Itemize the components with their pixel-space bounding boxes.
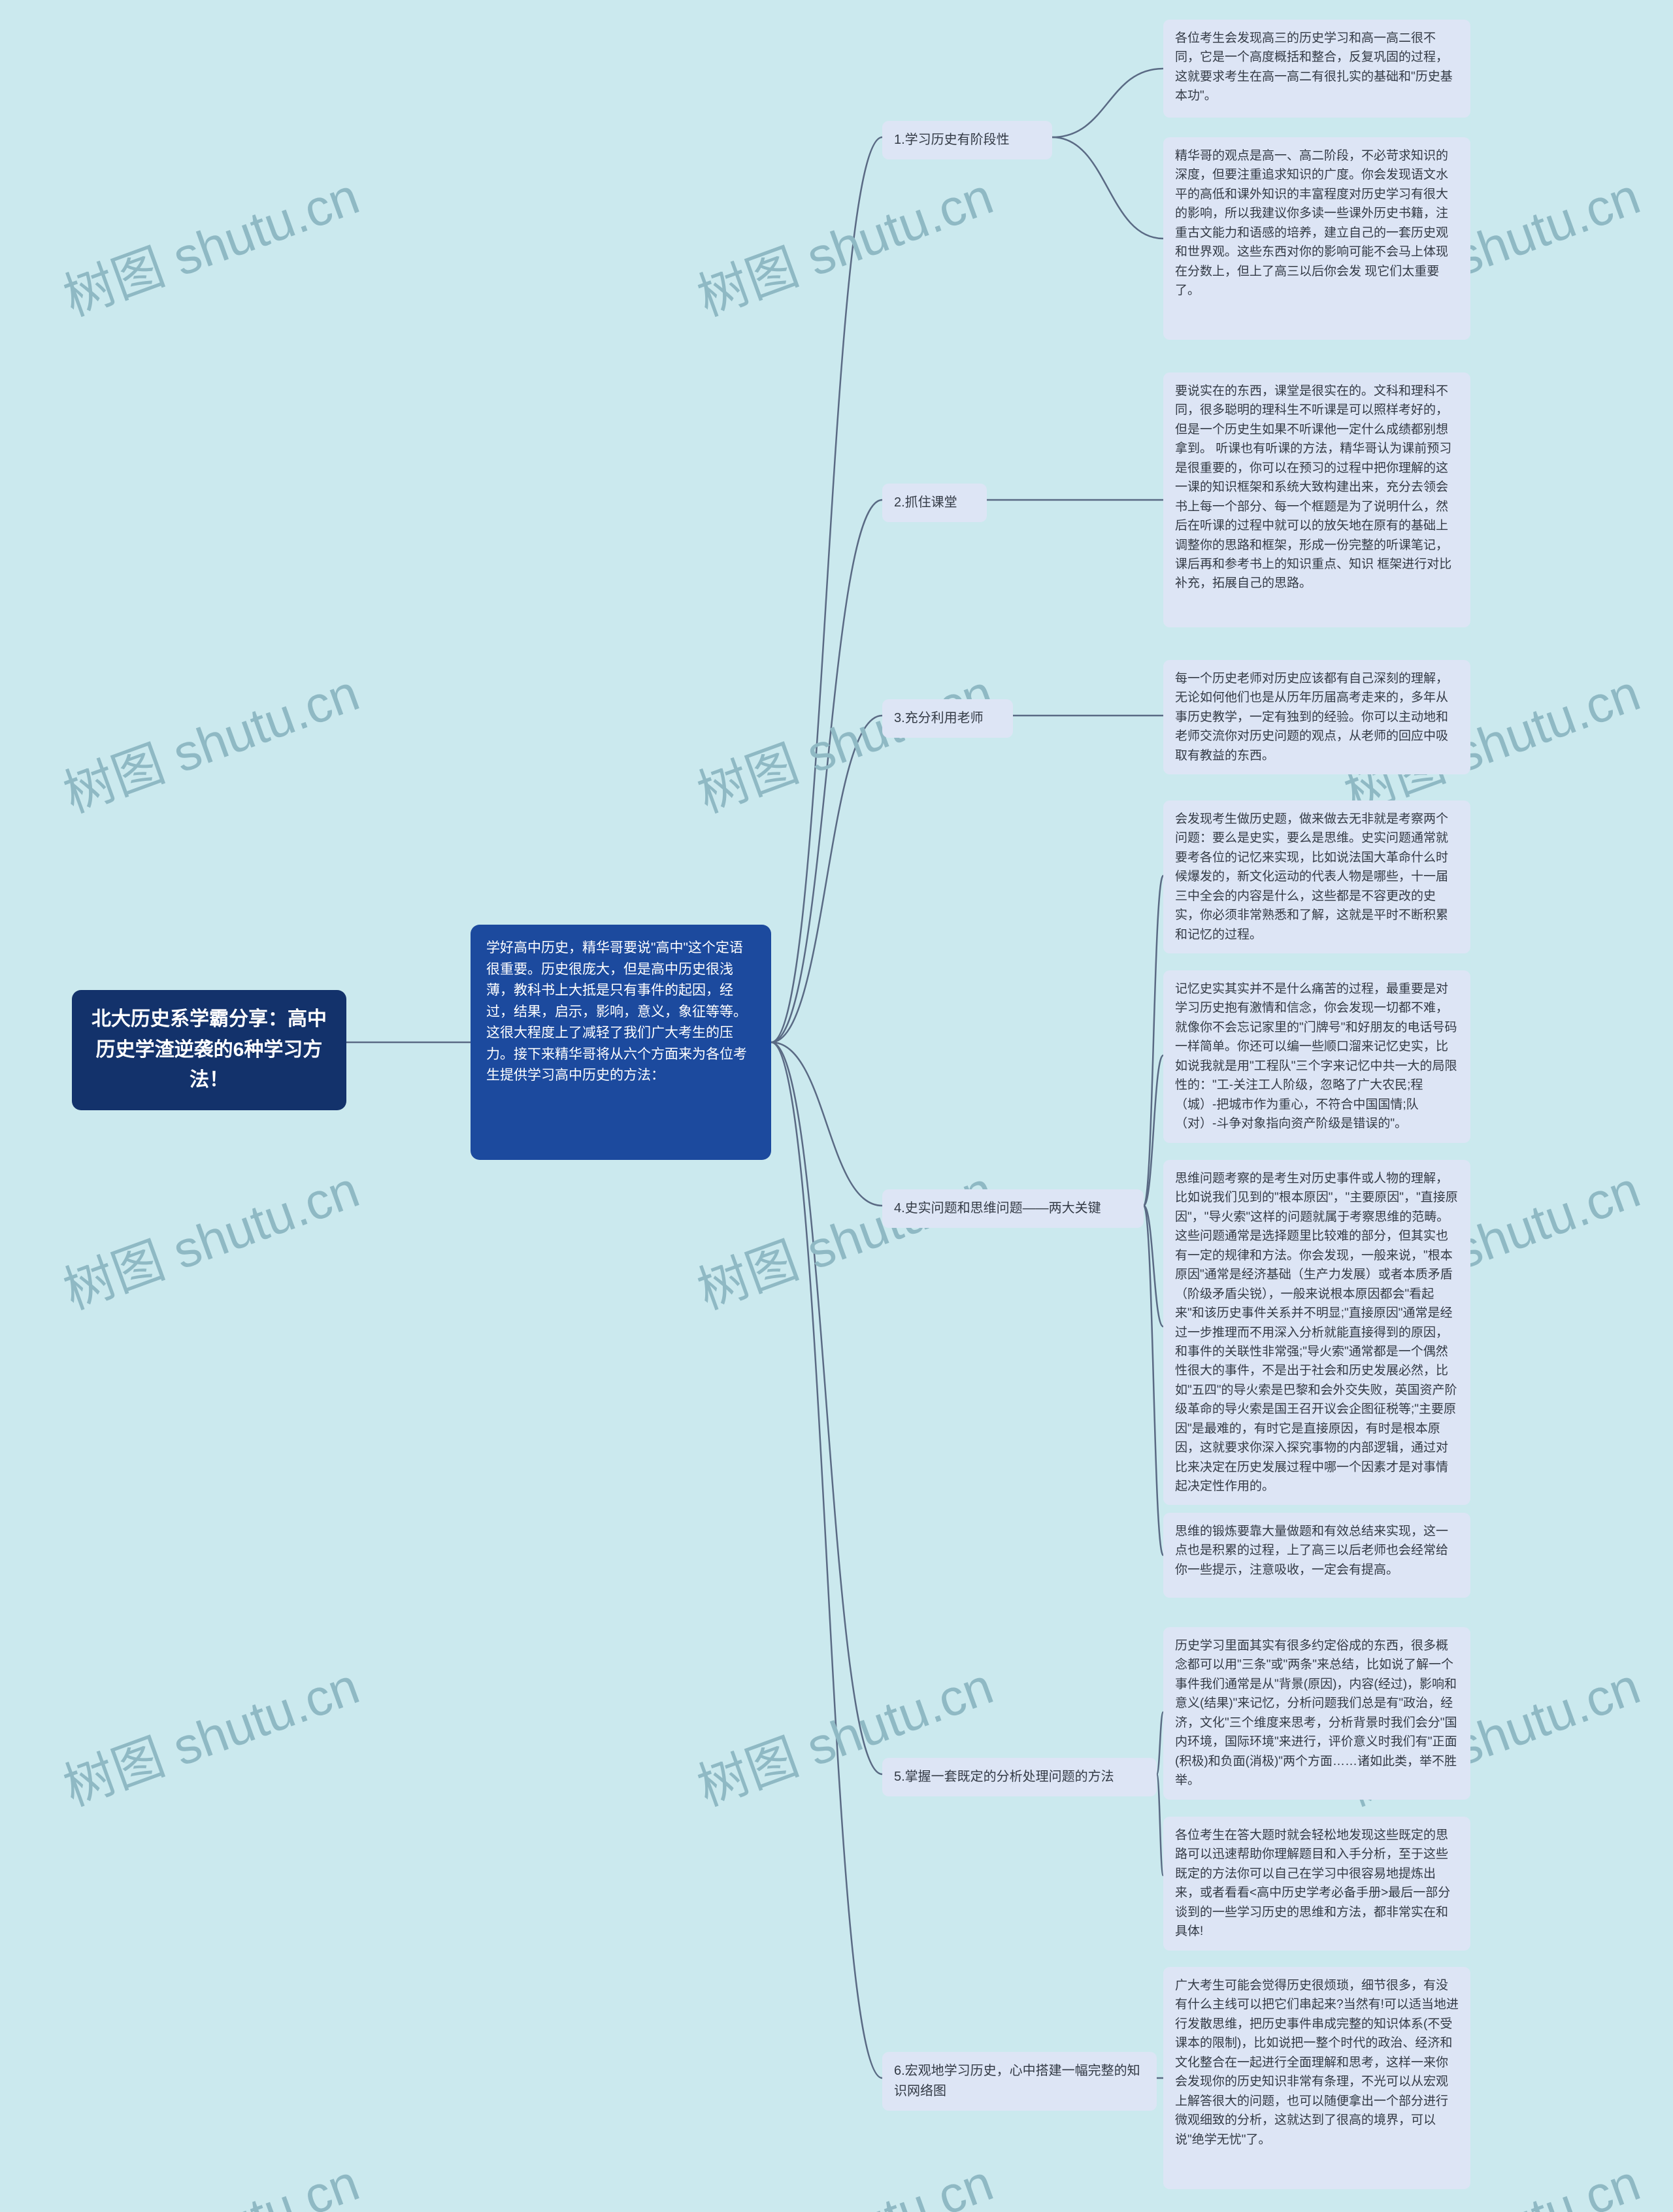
branch-1-leaf-2-label: 精华哥的观点是高一、高二阶段，不必苛求知识的深度，但要注重追求知识的广度。你会发…	[1175, 149, 1448, 297]
connector	[771, 1042, 882, 2078]
branch-2-label: 2.抓住课堂	[894, 495, 957, 510]
branch-1-label: 1.学习历史有阶段性	[894, 133, 1010, 147]
root-node-label: 北大历史系学霸分享：高中历史学渣逆袭的6种学习方法！	[91, 1008, 327, 1091]
branch-6-leaf-1-label: 广大考生可能会觉得历史很烦琐，细节很多，有没有什么主线可以把它们串起来?当然有!…	[1175, 1979, 1459, 2147]
branch-5-leaf-2[interactable]: 各位考生在答大题时就会轻松地发现这些既定的思路可以迅速帮助你理解题目和入手分析，…	[1163, 1817, 1470, 1951]
connector	[1157, 1774, 1163, 1875]
branch-5-leaf-1-label: 历史学习里面其实有很多约定俗成的东西，很多概念都可以用"三条"或"两条"来总结，…	[1175, 1639, 1457, 1787]
branch-1-leaf-1[interactable]: 各位考生会发现高三的历史学习和高一高二很不同，它是一个高度概括和整合，反复巩固的…	[1163, 20, 1470, 118]
watermark: 树图 shutu.cn	[52, 652, 367, 827]
connector	[1157, 1712, 1163, 1774]
connector	[1052, 137, 1163, 239]
watermark: 树图 shutu.cn	[52, 1149, 367, 1323]
branch-3-label: 3.充分利用老师	[894, 711, 984, 725]
branch-2-leaf-1-label: 要说实在的东西，课堂是很实在的。文科和理科不同，很多聪明的理科生不听课是可以照样…	[1175, 384, 1451, 590]
watermark: 树图 shutu.cn	[52, 2142, 367, 2212]
watermark: 树图 shutu.cn	[686, 652, 1001, 827]
branch-5-leaf-2-label: 各位考生在答大题时就会轻松地发现这些既定的思路可以迅速帮助你理解题目和入手分析，…	[1175, 1828, 1450, 1938]
branch-4-leaf-3-label: 思维问题考察的是考生对历史事件或人物的理解，比如说我们见到的"根本原因"，"主要…	[1175, 1172, 1458, 1493]
branch-4-leaf-3[interactable]: 思维问题考察的是考生对历史事件或人物的理解，比如说我们见到的"根本原因"，"主要…	[1163, 1160, 1470, 1505]
watermark: 树图 shutu.cn	[52, 1645, 367, 1820]
branch-5[interactable]: 5.掌握一套既定的分析处理问题的方法	[882, 1758, 1157, 1796]
watermark: 树图 shutu.cn	[686, 156, 1001, 330]
branch-1-leaf-2[interactable]: 精华哥的观点是高一、高二阶段，不必苛求知识的深度，但要注重追求知识的广度。你会发…	[1163, 137, 1470, 340]
root-node[interactable]: 北大历史系学霸分享：高中历史学渣逆袭的6种学习方法！	[72, 990, 346, 1110]
connector	[1052, 69, 1163, 137]
watermark: 树图 shutu.cn	[686, 2142, 1001, 2212]
branch-4-label: 4.史实问题和思维问题——两大关键	[894, 1201, 1101, 1215]
branch-3-leaf-1-label: 每一个历史老师对历史应该都有自己深刻的理解，无论如何他们也是从历年历届高考走来的…	[1175, 672, 1448, 763]
watermark: 树图 shutu.cn	[686, 1149, 1001, 1323]
branch-4-leaf-1-label: 会发现考生做历史题，做来做去无非就是考察两个问题：要么是史实，要么是思维。史实问…	[1175, 812, 1448, 942]
branch-1[interactable]: 1.学习历史有阶段性	[882, 121, 1052, 159]
branch-3-leaf-1[interactable]: 每一个历史老师对历史应该都有自己深刻的理解，无论如何他们也是从历年历届高考走来的…	[1163, 660, 1470, 774]
connector	[771, 137, 882, 1042]
branch-1-leaf-1-label: 各位考生会发现高三的历史学习和高一高二很不同，它是一个高度概括和整合，反复巩固的…	[1175, 31, 1453, 103]
connector	[1144, 1055, 1163, 1206]
branch-4[interactable]: 4.史实问题和思维问题——两大关键	[882, 1189, 1144, 1228]
connector	[1144, 1206, 1163, 1327]
connector	[771, 1042, 882, 1774]
branch-6-label: 6.宏观地学习历史，心中搭建一幅完整的知识网络图	[894, 2064, 1140, 2098]
intro-node-label: 学好高中历史，精华哥要说"高中"这个定语很重要。历史很庞大，但是高中历史很浅薄，…	[486, 940, 747, 1083]
branch-4-leaf-2[interactable]: 记忆史实其实并不是什么痛苦的过程，最重要是对学习历史抱有激情和信念，你会发现一切…	[1163, 970, 1470, 1143]
watermark: 树图 shutu.cn	[52, 156, 367, 330]
branch-2[interactable]: 2.抓住课堂	[882, 484, 987, 522]
connector	[1144, 1206, 1163, 1555]
branch-4-leaf-4-label: 思维的锻炼要靠大量做题和有效总结来实现，这一点也是积累的过程，上了高三以后老师也…	[1175, 1525, 1448, 1577]
branch-5-leaf-1[interactable]: 历史学习里面其实有很多约定俗成的东西，很多概念都可以用"三条"或"两条"来总结，…	[1163, 1627, 1470, 1800]
intro-node[interactable]: 学好高中历史，精华哥要说"高中"这个定语很重要。历史很庞大，但是高中历史很浅薄，…	[471, 925, 771, 1160]
branch-6-leaf-1[interactable]: 广大考生可能会觉得历史很烦琐，细节很多，有没有什么主线可以把它们串起来?当然有!…	[1163, 1967, 1470, 2189]
branch-4-leaf-1[interactable]: 会发现考生做历史题，做来做去无非就是考察两个问题：要么是史实，要么是思维。史实问…	[1163, 801, 1470, 953]
mindmap-canvas: 树图 shutu.cn 树图 shutu.cn 树图 shutu.cn 树图 shut…	[0, 0, 1673, 2212]
connector	[771, 1042, 882, 1206]
connector	[771, 500, 882, 1042]
connector	[771, 716, 882, 1042]
branch-5-label: 5.掌握一套既定的分析处理问题的方法	[894, 1770, 1114, 1784]
branch-4-leaf-4[interactable]: 思维的锻炼要靠大量做题和有效总结来实现，这一点也是积累的过程，上了高三以后老师也…	[1163, 1513, 1470, 1598]
branch-3[interactable]: 3.充分利用老师	[882, 699, 1013, 738]
branch-2-leaf-1[interactable]: 要说实在的东西，课堂是很实在的。文科和理科不同，很多聪明的理科生不听课是可以照样…	[1163, 372, 1470, 627]
connector	[1144, 876, 1163, 1206]
branch-4-leaf-2-label: 记忆史实其实并不是什么痛苦的过程，最重要是对学习历史抱有激情和信念，你会发现一切…	[1175, 982, 1457, 1131]
branch-6[interactable]: 6.宏观地学习历史，心中搭建一幅完整的知识网络图	[882, 2052, 1157, 2111]
